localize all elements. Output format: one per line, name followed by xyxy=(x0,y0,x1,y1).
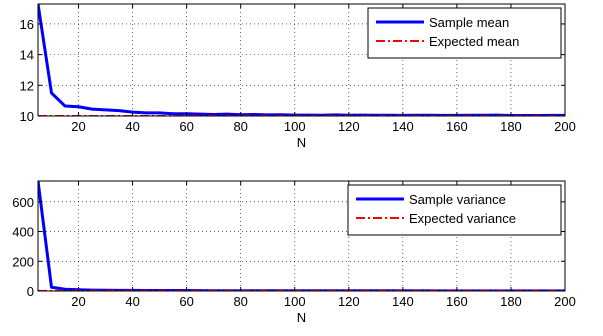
x-tick-label: 60 xyxy=(179,294,193,309)
y-tick-label: 600 xyxy=(12,195,34,210)
legend-label-2: Expected mean xyxy=(429,34,519,49)
y-tick-label: 12 xyxy=(20,78,34,93)
legend-label-2: Expected variance xyxy=(409,211,516,226)
x-tick-label: 160 xyxy=(446,294,468,309)
series-group xyxy=(38,4,565,116)
x-tick-label: 80 xyxy=(233,119,247,134)
y-tick-label: 14 xyxy=(20,48,34,63)
x-tick-label: 140 xyxy=(392,294,414,309)
x-tick-label: 80 xyxy=(233,294,247,309)
x-tick-label: 180 xyxy=(500,119,522,134)
x-axis-label: N xyxy=(297,310,306,325)
x-tick-label: 200 xyxy=(554,119,576,134)
y-tick-label: 16 xyxy=(20,17,34,32)
y-tick-label: 10 xyxy=(20,109,34,124)
y-tick-label: 0 xyxy=(27,284,34,299)
x-axis-label: N xyxy=(297,135,306,150)
x-tick-label: 200 xyxy=(554,294,576,309)
legend-label-1: Sample variance xyxy=(409,192,506,207)
legend-label-1: Sample mean xyxy=(429,15,509,30)
x-tick-label: 60 xyxy=(179,119,193,134)
x-tick-label: 120 xyxy=(338,119,360,134)
y-tick-label: 400 xyxy=(12,225,34,240)
x-tick-label: 100 xyxy=(284,294,306,309)
legend: Sample variance Expected variance xyxy=(347,184,562,236)
x-tick-label: 100 xyxy=(284,119,306,134)
x-tick-label: 140 xyxy=(392,119,414,134)
chart-1: 20 40 60 80 100 120 140 160 180 200 10 12 14 16 N Sampl… xyxy=(20,3,576,150)
axes-frame xyxy=(37,3,566,117)
axes-frame xyxy=(37,180,566,292)
x-tick-label: 20 xyxy=(71,294,85,309)
x-tick-label: 180 xyxy=(500,294,522,309)
legend: Sample mean Expected mean xyxy=(367,7,562,59)
x-tick-label: 40 xyxy=(125,119,139,134)
legend-box xyxy=(367,7,562,59)
y-tick-label: 200 xyxy=(12,254,34,269)
x-tick-label: 40 xyxy=(125,294,139,309)
x-tick-label: 20 xyxy=(71,119,85,134)
x-tick-label: 160 xyxy=(446,119,468,134)
x-tick-label: 120 xyxy=(338,294,360,309)
legend-box xyxy=(347,184,562,236)
chart-2: 20 40 60 80 100 120 140 160 180 200 0 200 400 600 N Sam… xyxy=(12,180,576,325)
